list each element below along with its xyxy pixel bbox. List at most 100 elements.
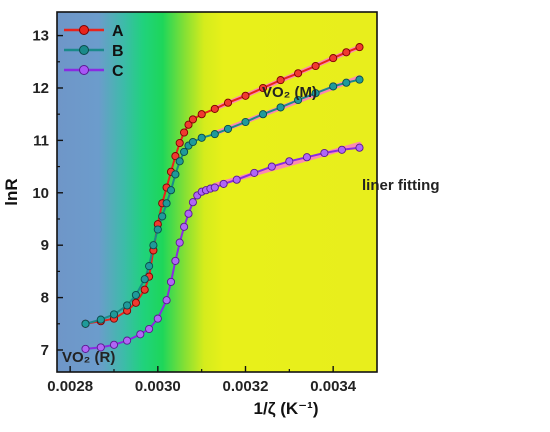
data-point-b [175,157,184,166]
data-point-c [175,238,184,247]
data-point-b [96,315,105,324]
data-point-b [109,310,119,319]
data-point-c [162,296,171,305]
data-point-c [188,198,197,207]
data-point-c [302,153,311,162]
y-tick-label: 7 [41,342,49,359]
y-tick-label: 12 [32,80,49,97]
y-tick-label: 9 [41,237,49,254]
data-point-b [153,225,162,234]
data-point-b [223,124,233,133]
data-point-a [241,91,250,100]
y-tick-label: 13 [32,28,49,45]
data-point-b [241,117,250,127]
data-point-a [223,98,233,107]
series-layer [81,43,364,353]
data-point-c [355,143,364,152]
data-point-a [197,110,206,119]
data-point-b [145,262,154,271]
data-point-b [210,130,219,139]
data-point-b [162,199,171,208]
data-point-b [140,275,149,284]
y-tick-label: 10 [32,185,49,202]
data-point-c [267,162,276,171]
data-point-b [131,290,140,300]
data-point-c [145,324,154,334]
data-point-c [153,314,162,323]
data-point-c [250,168,259,177]
axis-layer: 0.0028 0.0030 0.0032 0.0034 7 8 9 10 11 12 13 [32,28,356,395]
data-point-a [171,152,180,161]
x-tick-label: 0.0032 [223,378,269,395]
data-point-a [276,76,285,85]
data-point-c [166,277,176,286]
data-point-b [276,103,285,112]
data-point-a [342,48,351,57]
data-point-b [180,147,189,156]
data-point-a [355,43,364,52]
data-point-a [258,83,268,93]
annotation-vo2-m: VO₂ (M) [262,84,317,101]
data-point-b [197,133,206,142]
data-point-c [136,330,145,339]
legend-marker-c [79,65,89,75]
data-point-c [81,344,90,353]
plot-frame [56,11,378,373]
annotation-vo2-r: VO₂ (R) [62,349,115,366]
data-point-c [337,145,346,154]
data-point-b [81,319,90,328]
data-point-a [131,298,140,307]
legend-label-b: B [112,43,124,60]
legend-marker-a [79,25,89,35]
series-line-b [85,78,360,325]
data-point-c [285,157,294,166]
data-point-b [294,95,303,105]
data-point-a [140,285,149,294]
data-point-b [355,75,364,84]
legend: A B C [64,23,124,80]
data-point-c [123,336,132,345]
data-point-a [329,54,338,63]
data-point-a [188,115,197,124]
y-axis-label: lnR [2,178,21,205]
plot-background [57,12,377,372]
y-tick-label: 11 [33,132,49,149]
data-point-c [180,222,189,231]
data-point-a [294,69,303,78]
x-axis-label: 1/ζ (K⁻¹) [254,399,319,418]
data-point-b [149,241,158,250]
x-tick-label: 0.0034 [310,378,357,395]
legend-label-c: C [112,63,124,80]
data-point-c [171,256,180,265]
data-point-b [329,82,338,91]
data-point-b [311,89,320,98]
data-point-b [158,212,167,221]
data-point-a [210,104,219,113]
data-point-b [188,137,197,147]
data-point-c [232,175,241,184]
y-tick-label: 8 [41,290,49,307]
data-point-c [320,148,329,158]
data-point-a [184,120,193,129]
series-line-a [85,46,360,325]
x-tick-label: 0.0028 [47,378,93,395]
data-point-a [311,61,320,71]
legend-label-a: A [112,23,124,40]
data-point-b [342,78,351,87]
data-point-c [109,340,119,349]
data-point-a [175,138,184,148]
data-point-c [184,209,193,218]
data-point-b [171,170,180,179]
data-point-b [123,301,132,310]
data-point-a [180,128,189,137]
data-point-b [166,186,176,195]
data-point-c [96,343,105,352]
data-point-b [258,110,268,119]
annotation-liner-fitting: liner fitting [362,177,440,194]
x-tick-label: 0.0030 [135,378,181,395]
data-point-c [219,179,228,188]
legend-marker-b [79,45,89,55]
data-point-c [210,183,219,192]
